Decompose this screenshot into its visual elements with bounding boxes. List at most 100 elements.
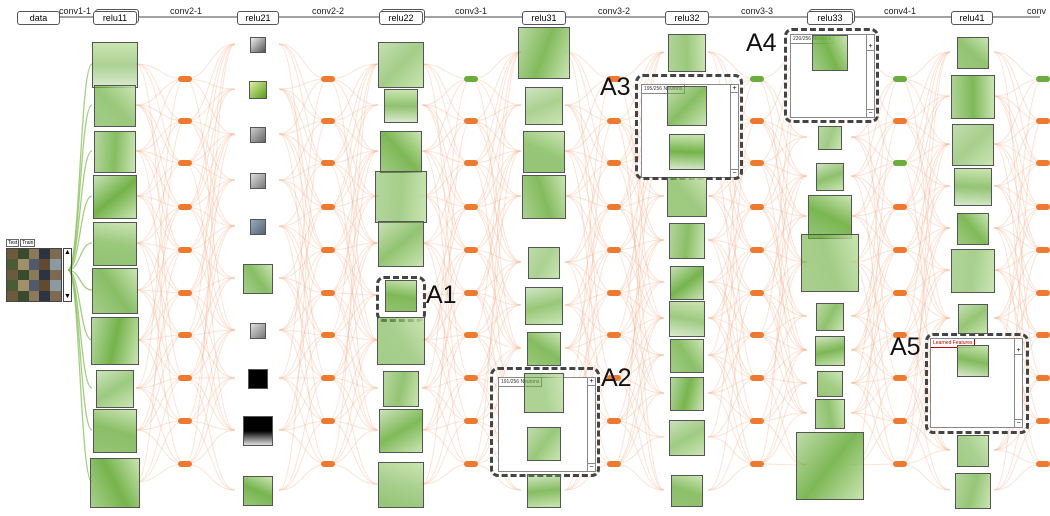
tab-test[interactable]: Test [6, 239, 20, 247]
layer-label-relu11[interactable]: relu11 [93, 11, 137, 25]
input-image-cell[interactable] [17, 269, 29, 281]
feature-map-thumbnail[interactable] [525, 87, 563, 125]
feature-map-thumbnail[interactable] [951, 75, 995, 119]
feature-map-thumbnail[interactable] [670, 339, 704, 373]
conv-node[interactable] [464, 160, 478, 166]
feature-map-thumbnail[interactable] [90, 458, 140, 508]
feature-map-thumbnail[interactable] [250, 219, 266, 235]
feature-map-thumbnail[interactable] [671, 475, 703, 507]
conv-node[interactable] [178, 332, 192, 338]
feature-map-thumbnail[interactable] [668, 34, 706, 72]
conv-node[interactable] [893, 204, 907, 210]
plus-icon[interactable]: + [588, 378, 595, 386]
conv-node[interactable] [893, 332, 907, 338]
feature-map-thumbnail[interactable] [670, 266, 704, 300]
feature-map-thumbnail[interactable] [93, 175, 137, 219]
layer-label-relu21[interactable]: relu21 [237, 11, 279, 25]
conv-node[interactable] [1036, 160, 1050, 166]
input-image-cell[interactable] [28, 259, 40, 270]
feature-map-thumbnail[interactable] [524, 373, 564, 413]
conv-node[interactable] [321, 160, 335, 166]
conv-node[interactable] [893, 290, 907, 296]
conv-node[interactable] [178, 160, 192, 166]
layer-label-relu22[interactable]: relu22 [379, 11, 423, 25]
panel-scrollbar[interactable]: + − [866, 35, 874, 117]
conv-node[interactable] [178, 118, 192, 124]
feature-map-thumbnail[interactable] [952, 124, 994, 166]
feature-map-thumbnail[interactable] [816, 163, 844, 191]
conv-node[interactable] [750, 118, 764, 124]
feature-map-thumbnail[interactable] [818, 126, 842, 150]
conv-node[interactable] [464, 375, 478, 381]
input-image-cell[interactable] [28, 280, 40, 291]
feature-map-thumbnail[interactable] [527, 332, 561, 366]
conv-node[interactable] [750, 461, 764, 467]
feature-map-thumbnail[interactable] [670, 377, 704, 411]
conv-node[interactable] [178, 247, 192, 253]
conv-node[interactable] [178, 375, 192, 381]
feature-map-thumbnail[interactable] [92, 42, 138, 88]
conv-node[interactable] [1036, 332, 1050, 338]
conv-node[interactable] [1036, 76, 1050, 82]
feature-map-thumbnail[interactable] [957, 213, 989, 245]
conv-node[interactable] [750, 332, 764, 338]
input-image-cell[interactable] [7, 269, 18, 281]
conv-node[interactable] [178, 290, 192, 296]
input-image-cell[interactable] [39, 290, 51, 301]
scroll-down-icon[interactable]: ▼ [64, 293, 71, 300]
feature-map-thumbnail[interactable] [248, 369, 268, 389]
conv-node[interactable] [464, 118, 478, 124]
data-input-panel[interactable]: Test Train ▲ ▼ [6, 239, 72, 302]
feature-map-thumbnail[interactable] [522, 175, 566, 219]
minus-icon[interactable]: − [731, 169, 738, 177]
feature-map-thumbnail[interactable] [957, 345, 989, 377]
conv-node[interactable] [893, 418, 907, 424]
layer-label-relu31[interactable]: relu31 [522, 11, 566, 25]
feature-map-thumbnail[interactable] [250, 127, 266, 143]
conv-node[interactable] [607, 332, 621, 338]
input-image-cell[interactable] [28, 249, 40, 260]
feature-map-thumbnail[interactable] [796, 432, 864, 500]
feature-map-thumbnail[interactable] [817, 371, 843, 397]
conv-node[interactable] [607, 204, 621, 210]
input-layer-label[interactable]: data [17, 11, 60, 25]
conv-node[interactable] [607, 461, 621, 467]
conv-node[interactable] [607, 375, 621, 381]
feature-map-thumbnail[interactable] [243, 416, 273, 446]
feature-map-thumbnail[interactable] [385, 280, 417, 312]
feature-map-thumbnail[interactable] [955, 473, 991, 509]
conv-node[interactable] [321, 247, 335, 253]
input-image-cell[interactable] [50, 259, 61, 270]
feature-map-thumbnail[interactable] [954, 168, 992, 206]
panel-scrollbar[interactable]: + − [587, 378, 595, 471]
panel-scrollbar[interactable]: + − [1014, 339, 1022, 427]
input-image-cell[interactable] [17, 249, 29, 260]
feature-map-thumbnail[interactable] [250, 37, 266, 53]
feature-map-thumbnail[interactable] [249, 81, 267, 99]
feature-map-thumbnail[interactable] [377, 317, 425, 365]
conv-node[interactable] [893, 160, 907, 166]
conv-node[interactable] [321, 76, 335, 82]
plus-icon[interactable]: + [1015, 347, 1022, 355]
input-image-cell[interactable] [50, 280, 61, 291]
input-image-cell[interactable] [28, 290, 40, 301]
feature-map-thumbnail[interactable] [957, 435, 989, 467]
conv-node[interactable] [607, 290, 621, 296]
conv-node[interactable] [321, 332, 335, 338]
conv-node[interactable] [893, 461, 907, 467]
feature-map-thumbnail[interactable] [243, 476, 273, 506]
image-grid[interactable] [6, 248, 62, 302]
input-image-cell[interactable] [7, 259, 18, 270]
feature-map-thumbnail[interactable] [958, 304, 988, 334]
conv-node[interactable] [750, 290, 764, 296]
feature-map-thumbnail[interactable] [378, 221, 424, 267]
feature-map-thumbnail[interactable] [92, 268, 138, 314]
feature-map-thumbnail[interactable] [815, 336, 845, 366]
feature-map-thumbnail[interactable] [383, 371, 419, 407]
conv-node[interactable] [607, 247, 621, 253]
conv-node[interactable] [1036, 118, 1050, 124]
conv-node[interactable] [893, 247, 907, 253]
input-image-cell[interactable] [7, 290, 18, 301]
feature-map-thumbnail[interactable] [801, 234, 859, 292]
plus-icon[interactable]: + [867, 43, 874, 51]
